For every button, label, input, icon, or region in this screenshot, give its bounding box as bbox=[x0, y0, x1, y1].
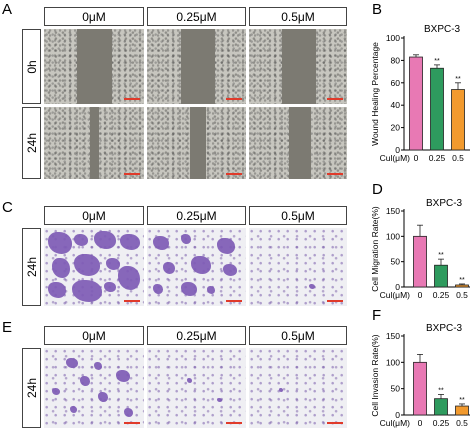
x-axis-label: Cul(μM) bbox=[380, 153, 411, 163]
row-label-a-0h: 0h bbox=[22, 29, 41, 104]
chart-title: BXPC-3 bbox=[426, 198, 463, 209]
y-tick-label: 100 bbox=[386, 357, 400, 367]
row-label-c-24h: 24h bbox=[22, 228, 41, 306]
bar-0.5 bbox=[455, 405, 469, 416]
header-a-05um: 0.5μM bbox=[249, 7, 347, 26]
significance-mark: ** bbox=[459, 397, 465, 404]
scale-bar bbox=[327, 300, 343, 302]
header-a-025um: 0.25μM bbox=[147, 7, 246, 26]
row-label-a-24h: 24h bbox=[22, 107, 41, 179]
panel-label-d: D bbox=[372, 181, 383, 198]
wound-image-0h-0um bbox=[44, 29, 144, 104]
significance-mark: ** bbox=[455, 76, 461, 83]
y-tick-label: 100 bbox=[386, 231, 400, 241]
significance-mark: ** bbox=[434, 58, 440, 65]
y-tick-label: 0 bbox=[395, 145, 400, 155]
y-axis-label: Wound Healing Percentage bbox=[370, 42, 380, 146]
wound-image-24h-025um bbox=[147, 107, 246, 179]
y-axis-label: Cell Invasion Rate(%) bbox=[370, 334, 380, 416]
chart-title: BXPC-3 bbox=[424, 24, 461, 35]
scale-bar bbox=[226, 300, 242, 302]
panel-label-f: F bbox=[372, 307, 382, 324]
y-tick-label: 80 bbox=[391, 55, 401, 65]
bar-0.5 bbox=[451, 89, 465, 151]
y-tick-label: 60 bbox=[391, 78, 401, 88]
migration-image-05um bbox=[249, 228, 347, 306]
x-axis-label: Cul(μM) bbox=[380, 290, 411, 300]
bar-0.25 bbox=[434, 398, 448, 416]
x-tick-label: 0.5 bbox=[456, 290, 468, 300]
y-tick-label: 40 bbox=[391, 100, 401, 110]
header-a-0um: 0μM bbox=[44, 7, 144, 26]
scale-bar bbox=[124, 173, 140, 175]
panel-label-e: E bbox=[2, 319, 13, 336]
panel-label-a: A bbox=[2, 1, 13, 18]
row-label-e-24h: 24h bbox=[22, 348, 41, 428]
bar-0.25 bbox=[434, 264, 448, 288]
significance-mark: ** bbox=[438, 387, 444, 394]
y-axis-label: Cell Migration Rate(%) bbox=[370, 206, 380, 292]
panel-label-b: B bbox=[372, 1, 383, 18]
wound-image-0h-05um bbox=[249, 29, 347, 104]
scale-bar bbox=[124, 98, 140, 100]
invasion-image-05um bbox=[249, 348, 347, 428]
x-tick-label: 0.25 bbox=[429, 153, 446, 163]
header-e-05um: 0.5μM bbox=[249, 326, 347, 345]
bar-0 bbox=[413, 235, 427, 288]
y-tick-label: 100 bbox=[386, 33, 400, 43]
chart-cell-migration: BXPC-3 Cell Migration Rate(%) 0 50 100 150 0 **… bbox=[370, 198, 470, 300]
header-c-0um: 0μM bbox=[44, 206, 144, 225]
invasion-image-025um bbox=[147, 348, 246, 428]
x-tick-label: 0.25 bbox=[433, 290, 450, 300]
scale-bar bbox=[226, 173, 242, 175]
scale-bar bbox=[226, 98, 242, 100]
y-tick-label: 0 bbox=[395, 282, 400, 292]
bar-0 bbox=[413, 361, 427, 416]
bar-0.5 bbox=[455, 284, 469, 288]
invasion-image-0um bbox=[44, 348, 144, 428]
scale-bar bbox=[327, 173, 343, 175]
scale-bar bbox=[124, 300, 140, 302]
chart-title: BXPC-3 bbox=[426, 323, 463, 334]
x-tick-label: 0.5 bbox=[456, 418, 468, 428]
scale-bar bbox=[226, 422, 242, 424]
chart-wound-healing: BXPC-3 Wound Healing Percentage 0 20 40 60 80 1… bbox=[370, 24, 470, 163]
scale-bar bbox=[124, 422, 140, 424]
migration-image-025um bbox=[147, 228, 246, 306]
scale-bar bbox=[327, 98, 343, 100]
x-axis-label: Cul(μM) bbox=[380, 418, 411, 428]
wound-image-24h-05um bbox=[249, 107, 347, 179]
x-tick-label: 0 bbox=[418, 418, 423, 428]
significance-mark: ** bbox=[438, 252, 444, 259]
x-tick-label: 0 bbox=[418, 290, 423, 300]
header-e-0um: 0μM bbox=[44, 326, 144, 345]
bar-0 bbox=[409, 56, 423, 151]
y-tick-label: 50 bbox=[391, 384, 401, 394]
y-tick-label: 20 bbox=[391, 123, 401, 133]
chart-cell-invasion: BXPC-3 Cell Invasion Rate(%) 0 50 100 150 0 ** 0… bbox=[370, 323, 470, 428]
x-tick-label: 0.25 bbox=[433, 418, 450, 428]
y-tick-label: 150 bbox=[386, 331, 400, 341]
x-tick-label: 0 bbox=[414, 153, 419, 163]
header-c-025um: 0.25μM bbox=[147, 206, 246, 225]
x-tick-label: 0.5 bbox=[452, 153, 464, 163]
bar-0.25 bbox=[430, 67, 444, 151]
y-tick-label: 0 bbox=[395, 410, 400, 420]
y-tick-label: 50 bbox=[391, 257, 401, 267]
scale-bar bbox=[327, 422, 343, 424]
significance-mark: ** bbox=[459, 277, 465, 284]
migration-image-0um bbox=[44, 228, 144, 306]
panel-label-c: C bbox=[2, 199, 13, 216]
wound-image-0h-025um bbox=[147, 29, 246, 104]
y-tick-label: 150 bbox=[386, 206, 400, 216]
wound-image-24h-0um bbox=[44, 107, 144, 179]
header-e-025um: 0.25μM bbox=[147, 326, 246, 345]
header-c-05um: 0.5μM bbox=[249, 206, 347, 225]
